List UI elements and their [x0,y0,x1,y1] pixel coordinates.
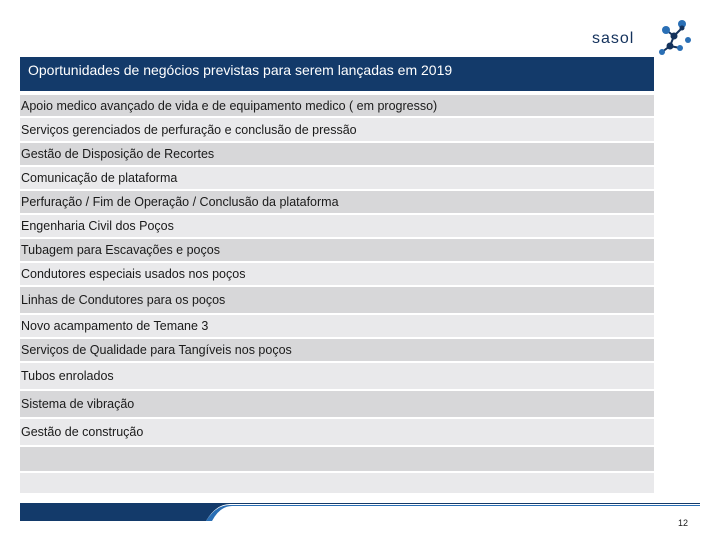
table-row [20,473,654,495]
table-row: Tubos enrolados [20,363,654,391]
table-row: Apoio medico avançado de vida e de equip… [20,95,654,118]
table-row: Condutores especiais usados nos poços [20,263,654,287]
table-row: Gestão de Disposição de Recortes [20,143,654,167]
page-number: 12 [677,518,688,528]
slide-title: Oportunidades de negócios previstas para… [20,57,654,91]
table-row: Perfuração / Fim de Operação / Conclusão… [20,191,654,215]
opportunities-table: Apoio medico avançado de vida e de equip… [20,95,654,495]
table-row: Comunicação de plataforma [20,167,654,191]
table-row: Linhas de Condutores para os poços [20,287,654,315]
table-row: Sistema de vibração [20,391,654,419]
table-row: Serviços de Qualidade para Tangíveis nos… [20,339,654,363]
table-row: Gestão de construção [20,419,654,447]
sasol-molecule-icon [659,20,691,55]
table-row [20,447,654,473]
table-row: Engenharia Civil dos Poços [20,215,654,239]
table-row: Serviços gerenciados de perfuração e con… [20,118,654,143]
footer-swoosh [20,503,700,521]
sasol-logo: sasol [592,18,696,60]
table-row: Tubagem para Escavações e poços [20,239,654,263]
logo-text: sasol [592,30,635,47]
table-row: Novo acampamento de Temane 3 [20,315,654,339]
